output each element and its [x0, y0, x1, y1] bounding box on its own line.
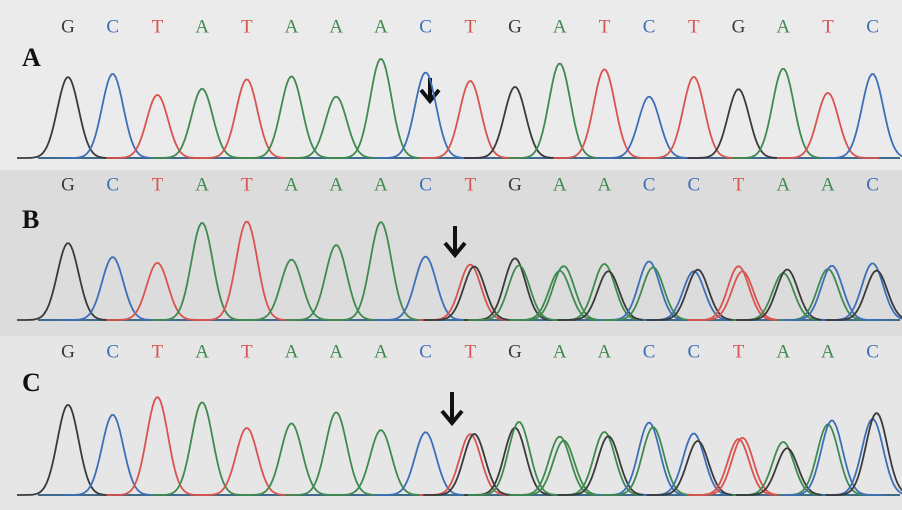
base-call: C: [687, 341, 700, 362]
base-call: A: [374, 16, 388, 37]
base-call: A: [329, 174, 343, 195]
base-call: T: [241, 16, 253, 37]
base-call: A: [776, 341, 790, 362]
base-call: A: [374, 341, 388, 362]
base-call: C: [419, 16, 432, 37]
base-call: C: [643, 16, 656, 37]
base-call: A: [553, 341, 567, 362]
base-call: A: [553, 16, 567, 37]
base-call: A: [776, 174, 790, 195]
base-call: G: [61, 341, 75, 362]
panel-label: B: [22, 205, 39, 234]
base-call: A: [195, 341, 209, 362]
base-call: A: [195, 16, 209, 37]
base-call: A: [285, 16, 299, 37]
base-call: A: [821, 341, 835, 362]
base-call: A: [553, 174, 567, 195]
base-call: G: [61, 174, 75, 195]
base-call: C: [106, 174, 119, 195]
base-call: A: [821, 174, 835, 195]
base-call: C: [106, 16, 119, 37]
base-call: G: [732, 16, 746, 37]
base-call: G: [508, 174, 522, 195]
base-call: T: [599, 16, 611, 37]
base-call: C: [866, 16, 879, 37]
base-call: T: [822, 16, 834, 37]
base-call: A: [598, 174, 612, 195]
panel-label: C: [22, 368, 41, 397]
chromatogram-figure: AGCTATAAACTGATCTGATCBGCTATAAACTGAACCTAAC…: [0, 0, 902, 510]
base-call: A: [598, 341, 612, 362]
base-call: C: [643, 341, 656, 362]
base-call: T: [464, 16, 476, 37]
base-call: T: [688, 16, 700, 37]
base-call: A: [776, 16, 790, 37]
base-call: T: [733, 174, 745, 195]
base-call: C: [419, 174, 432, 195]
base-call: C: [419, 341, 432, 362]
base-call: T: [241, 174, 253, 195]
base-call: A: [285, 341, 299, 362]
base-call: A: [285, 174, 299, 195]
base-call: A: [329, 16, 343, 37]
base-call: T: [241, 341, 253, 362]
base-call: G: [508, 341, 522, 362]
base-call: A: [195, 174, 209, 195]
base-call: G: [508, 16, 522, 37]
base-call: C: [643, 174, 656, 195]
base-call: T: [733, 341, 745, 362]
base-call: C: [687, 174, 700, 195]
base-call: T: [152, 174, 164, 195]
base-call: C: [866, 341, 879, 362]
base-call: C: [866, 174, 879, 195]
base-call: T: [464, 174, 476, 195]
base-call: G: [61, 16, 75, 37]
base-call: T: [152, 341, 164, 362]
panel-label: A: [22, 43, 41, 72]
base-call: T: [464, 341, 476, 362]
base-call: T: [152, 16, 164, 37]
base-call: A: [374, 174, 388, 195]
base-call: A: [329, 341, 343, 362]
base-call: C: [106, 341, 119, 362]
